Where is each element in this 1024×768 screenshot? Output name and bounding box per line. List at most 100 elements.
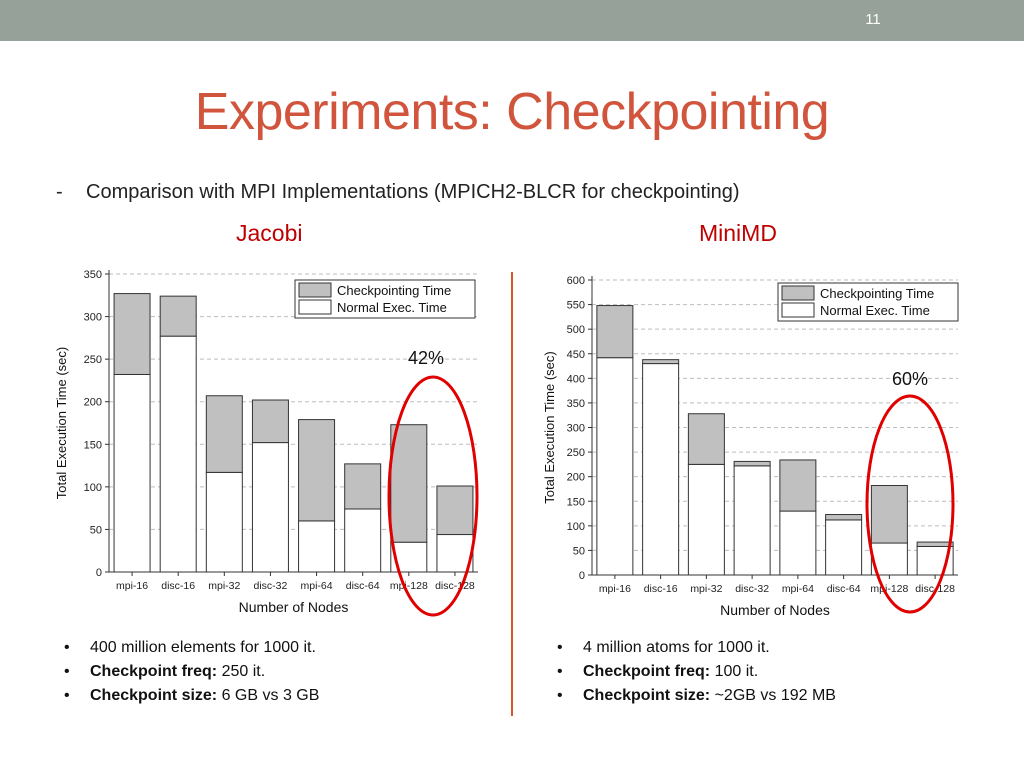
bullet-dot: • bbox=[557, 687, 563, 704]
x-tick-label: mpi-16 bbox=[599, 583, 631, 595]
legend-swatch bbox=[298, 282, 332, 298]
bullet-text: 400 million elements for 1000 it. bbox=[90, 639, 316, 656]
annotation-percent: 60% bbox=[892, 369, 928, 389]
bar-normal-exec-disc-32 bbox=[733, 465, 771, 576]
y-tick-label: 250 bbox=[84, 354, 102, 366]
y-axis-label: Total Execution Time (sec) bbox=[54, 347, 69, 499]
bullet-bold: Checkpoint size: bbox=[583, 687, 711, 704]
y-tick-label: 0 bbox=[96, 567, 102, 579]
subtitle: Comparison with MPI Implementations (MPI… bbox=[86, 181, 740, 203]
y-tick-label: 50 bbox=[573, 545, 585, 557]
x-tick-label: disc-64 bbox=[827, 583, 861, 595]
y-tick-label: 500 bbox=[567, 324, 585, 336]
x-tick-label: disc-32 bbox=[254, 580, 288, 592]
y-tick-label: 400 bbox=[567, 373, 585, 385]
minimd-bullets: • 4 million atoms for 1000 it. • Checkpoin… bbox=[553, 636, 836, 708]
x-tick-label: disc-16 bbox=[644, 583, 678, 595]
y-tick-label: 50 bbox=[90, 524, 102, 536]
bar-checkpointing-mpi-16 bbox=[113, 293, 151, 375]
bar-normal-exec-mpi-32 bbox=[687, 463, 725, 576]
bar-checkpointing-mpi-64 bbox=[779, 459, 817, 512]
y-tick-label: 300 bbox=[567, 423, 585, 435]
slide-title: Experiments: Checkpointing bbox=[194, 83, 830, 141]
x-tick-label: mpi-64 bbox=[782, 583, 814, 595]
y-tick-label: 100 bbox=[84, 482, 102, 494]
bar-checkpointing-disc-64 bbox=[344, 463, 382, 510]
slide-number: 11 bbox=[865, 11, 881, 28]
bar-normal-exec-mpi-32 bbox=[205, 471, 243, 573]
top-bar bbox=[0, 0, 1024, 41]
x-tick-label: mpi-32 bbox=[208, 580, 240, 592]
bar-checkpointing-mpi-128 bbox=[390, 424, 428, 543]
legend-swatch bbox=[781, 285, 815, 301]
bar-checkpointing-disc-128 bbox=[436, 485, 474, 536]
subtitle-row: - Comparison with MPI Implementations (MP… bbox=[56, 181, 1006, 204]
legend-label: Normal Exec. Time bbox=[820, 303, 930, 318]
y-tick-label: 250 bbox=[567, 447, 585, 459]
x-tick-label: mpi-64 bbox=[301, 580, 333, 592]
bullet-item: • 4 million atoms for 1000 it. bbox=[553, 636, 836, 660]
x-tick-label: disc-128 bbox=[435, 580, 475, 592]
bar-checkpointing-mpi-32 bbox=[205, 395, 243, 473]
legend-label: Checkpointing Time bbox=[337, 283, 451, 298]
y-tick-label: 100 bbox=[567, 521, 585, 533]
bar-normal-exec-disc-64 bbox=[825, 519, 863, 576]
bar-normal-exec-mpi-128 bbox=[390, 541, 428, 573]
bullet-dot: • bbox=[64, 639, 70, 656]
y-tick-label: 150 bbox=[567, 496, 585, 508]
bar-checkpointing-disc-128 bbox=[916, 541, 954, 547]
bar-normal-exec-disc-16 bbox=[642, 363, 680, 576]
x-axis-label: Number of Nodes bbox=[720, 602, 830, 618]
x-tick-label: mpi-128 bbox=[390, 580, 428, 592]
bullet-item: • Checkpoint size: ~2GB vs 192 MB bbox=[553, 684, 836, 708]
bar-checkpointing-disc-16 bbox=[642, 359, 680, 365]
bar-normal-exec-mpi-64 bbox=[298, 520, 336, 573]
bullet-text: 250 it. bbox=[217, 663, 266, 680]
bullet-bold: Checkpoint freq: bbox=[583, 663, 711, 680]
jacobi-chart: 0 50 100 150 200 250 300 350 mpi-16 disc-16 mpi-32… bbox=[54, 269, 479, 617]
bullet-dot: • bbox=[557, 663, 563, 680]
bar-normal-exec-mpi-128 bbox=[870, 542, 908, 576]
bullet-text: 6 GB vs 3 GB bbox=[217, 687, 320, 704]
bar-normal-exec-mpi-64 bbox=[779, 510, 817, 576]
y-tick-label: 0 bbox=[579, 570, 585, 582]
bar-checkpointing-disc-32 bbox=[733, 460, 771, 467]
x-tick-label: mpi-32 bbox=[690, 583, 722, 595]
highlight-ellipse bbox=[387, 375, 479, 617]
bar-checkpointing-mpi-32 bbox=[687, 413, 725, 465]
bullet-item: • Checkpoint freq: 250 it. bbox=[60, 660, 319, 684]
bar-checkpointing-disc-64 bbox=[825, 514, 863, 521]
legend-swatch bbox=[298, 299, 332, 315]
bullet-dot: • bbox=[64, 663, 70, 680]
legend-label: Checkpointing Time bbox=[820, 286, 934, 301]
bullet-item: • 400 million elements for 1000 it. bbox=[60, 636, 319, 660]
highlight-ellipse bbox=[865, 394, 955, 614]
minimd-chart: 0 50 100 150 200 250 300 350 400 450 500 550 600 mpi-… bbox=[542, 275, 959, 618]
y-tick-label: 350 bbox=[84, 269, 102, 281]
y-tick-label: 200 bbox=[567, 472, 585, 484]
legend-label: Normal Exec. Time bbox=[337, 300, 447, 315]
jacobi-heading: Jacobi bbox=[236, 220, 303, 246]
bullet-item: • Checkpoint freq: 100 it. bbox=[553, 660, 836, 684]
x-tick-label: disc-32 bbox=[735, 583, 769, 595]
y-tick-label: 600 bbox=[567, 275, 585, 287]
divider-line bbox=[511, 272, 513, 716]
bar-checkpointing-mpi-16 bbox=[596, 305, 634, 359]
bullet-text: 100 it. bbox=[710, 663, 759, 680]
y-tick-label: 350 bbox=[567, 398, 585, 410]
annotation-percent: 42% bbox=[408, 348, 444, 368]
x-axis-label: Number of Nodes bbox=[239, 599, 349, 615]
subtitle-dash: - bbox=[56, 181, 63, 203]
y-tick-label: 150 bbox=[84, 439, 102, 451]
bar-normal-exec-mpi-16 bbox=[596, 357, 634, 576]
bar-checkpointing-mpi-64 bbox=[298, 419, 336, 522]
bullet-item: • Checkpoint size: 6 GB vs 3 GB bbox=[60, 684, 319, 708]
y-tick-label: 300 bbox=[84, 312, 102, 324]
bar-normal-exec-mpi-16 bbox=[113, 373, 151, 573]
bar-normal-exec-disc-64 bbox=[344, 508, 382, 573]
y-tick-label: 550 bbox=[567, 300, 585, 312]
bullet-dot: • bbox=[64, 687, 70, 704]
bullet-bold: Checkpoint size: bbox=[90, 687, 218, 704]
y-axis-label: Total Execution Time (sec) bbox=[542, 351, 557, 503]
bar-normal-exec-disc-32 bbox=[251, 442, 289, 573]
